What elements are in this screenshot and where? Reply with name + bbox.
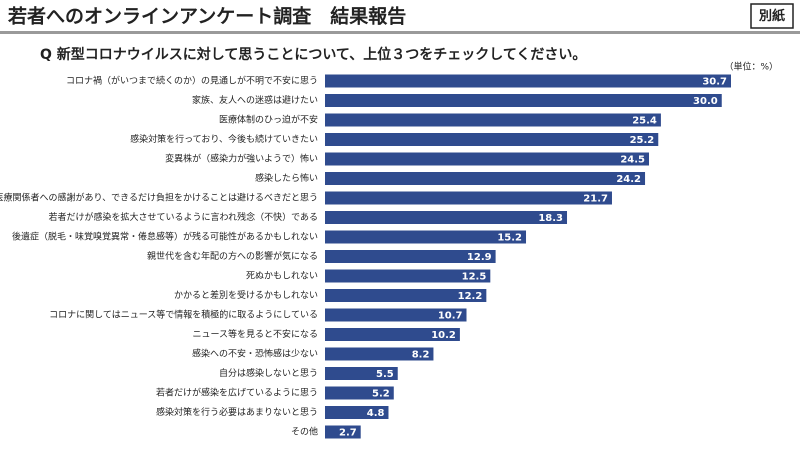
bar [325, 308, 467, 322]
bar [325, 172, 646, 185]
category-label: 死ぬかもしれない [246, 271, 318, 282]
category-label: その他 [291, 426, 318, 438]
value-label: 24.5 [620, 155, 645, 166]
bar [325, 133, 659, 146]
category-label: 医療体制のひっ迫が不安 [219, 114, 318, 126]
value-label: 21.7 [583, 194, 608, 205]
value-label: 18.3 [538, 213, 563, 224]
value-label: 12.2 [458, 291, 483, 302]
bar [325, 328, 460, 341]
value-label: 10.7 [438, 311, 463, 322]
category-label: コロナに関してはニュース等で情報を積極的に取るようにしている [49, 309, 318, 321]
category-label: 若者だけが感染を広げているように思う [156, 387, 318, 399]
value-label: 15.2 [497, 233, 522, 244]
value-label: 5.2 [372, 389, 390, 400]
category-label: 感染対策を行っており、今後も続けていきたい [130, 133, 318, 145]
bar [325, 406, 389, 419]
value-label: 25.2 [630, 135, 655, 146]
category-label: 変異株が（感染力が強いようで）怖い [165, 153, 318, 165]
bar [325, 425, 361, 439]
value-label: 30.0 [693, 96, 718, 107]
category-label: 親世代を含む年配の方への影響が気になる [147, 250, 318, 262]
category-label: 感染への不安・恐怖感は少ない [192, 348, 318, 360]
bar [325, 386, 394, 400]
bar [325, 191, 612, 205]
bar [325, 94, 722, 107]
value-label: 8.2 [412, 350, 430, 361]
category-label: コロナ禍（がいつまで続くのか）の見通しが不明で不安に思う [66, 75, 318, 87]
bar [325, 269, 491, 283]
category-label: 若者だけが感染を拡大させているように言われ残念（不快）である [49, 211, 318, 223]
category-label: 感染したら怖い [255, 172, 318, 184]
bar [325, 230, 527, 244]
unit-label: （単位：%） [724, 61, 778, 73]
badge-box [750, 3, 794, 29]
category-label: ニュース等を見ると不安になる [192, 328, 318, 340]
bar [325, 113, 661, 127]
bar [325, 250, 496, 263]
page-title: 若者へのオンラインアンケート調査 結果報告 [8, 5, 406, 28]
value-label: 30.7 [702, 77, 727, 88]
category-label: 感染対策を行う必要はあまりないと思う [156, 406, 318, 418]
value-label: 5.5 [376, 369, 394, 380]
header-rule [0, 31, 800, 34]
bar [325, 152, 650, 166]
bar [325, 74, 731, 88]
category-label: 自分は感染しないと思う [219, 367, 318, 379]
category-label: かかると差別を受けるかもしれない [174, 289, 318, 301]
bar [325, 347, 434, 361]
category-label: 医療関係者への感謝があり、できるだけ負担をかけることは避けるべきだと思う [0, 192, 318, 204]
category-label: 家族、友人への迷惑は避けたい [192, 94, 318, 106]
value-label: 24.2 [616, 174, 641, 185]
value-label: 2.7 [339, 428, 357, 439]
category-label: 後遺症（脱毛・味覚嗅覚異常・倦怠感等）が残る可能性があるかもしれない [12, 231, 318, 243]
bar [325, 367, 398, 380]
badge: 別紙 [758, 8, 785, 24]
value-label: 10.2 [431, 330, 456, 341]
value-label: 12.5 [462, 272, 487, 283]
value-label: 25.4 [632, 116, 657, 127]
bar [325, 289, 487, 302]
question: Q 新型コロナウイルスに対して思うことについて、上位３つをチェックしてください。 [40, 46, 586, 63]
value-label: 4.8 [367, 408, 385, 419]
bar [325, 211, 568, 224]
value-label: 12.9 [467, 252, 492, 263]
